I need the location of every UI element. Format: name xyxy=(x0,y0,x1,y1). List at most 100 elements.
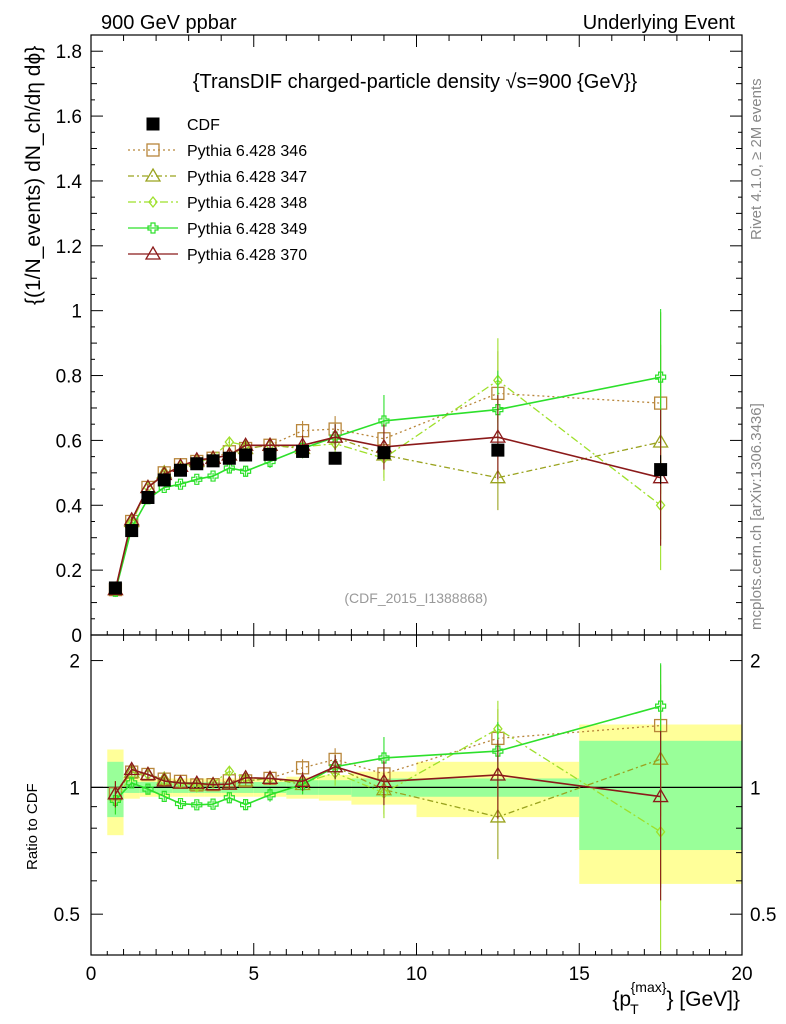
ratio-point xyxy=(223,792,235,804)
legend-item-3: Pythia 6.428 348 xyxy=(128,195,307,212)
rivet-label: Rivet 4.1.0, ≥ 2M events xyxy=(748,78,765,240)
legend-marker xyxy=(144,245,162,260)
y-tick-label: 0.4 xyxy=(56,496,83,517)
series-point xyxy=(207,470,219,482)
y-tick-label: 1.8 xyxy=(56,42,82,63)
series-point xyxy=(378,415,390,427)
ratio-y-tick-label-right: 1 xyxy=(750,778,761,799)
legend-marker xyxy=(148,195,158,209)
cdf-point xyxy=(141,490,155,504)
mcplots-label: mcplots.cern.ch [arXiv:1306.3436] xyxy=(748,403,765,630)
legend-label: Pythia 6.428 349 xyxy=(187,221,307,238)
cdf-point xyxy=(157,473,171,487)
cdf-point xyxy=(491,443,505,457)
series-5 xyxy=(107,395,669,596)
ratio-y-tick-label-right: 0.5 xyxy=(750,905,776,926)
ratio-point xyxy=(326,758,344,773)
cdf-point xyxy=(108,581,122,595)
y-tick-label: 1.6 xyxy=(56,107,82,128)
y-tick-label: 1.4 xyxy=(56,172,83,193)
watermark: (CDF_2015_I1388868) xyxy=(344,590,487,606)
ratio-point xyxy=(264,789,276,801)
ratio-point xyxy=(294,773,311,787)
series-line xyxy=(114,379,662,592)
ratio-point xyxy=(156,772,173,787)
legend-marker xyxy=(144,167,162,182)
legend-item-1: Pythia 6.428 346 xyxy=(128,143,307,160)
y-tick-label: 1.2 xyxy=(56,237,82,258)
y-axis-label: {(1/N_events) dN_ch/dη dϕ} xyxy=(22,46,45,305)
ratio-point xyxy=(158,790,170,802)
series-point xyxy=(489,469,507,484)
series-point xyxy=(223,462,235,474)
x-axis-label: {pT{max}} [GeV]} xyxy=(612,979,740,1017)
legend-marker xyxy=(146,117,160,131)
legend-item-5: Pythia 6.428 370 xyxy=(128,245,307,264)
x-tick-label: 10 xyxy=(406,964,427,985)
series-point xyxy=(240,465,252,477)
x-tick-label: 20 xyxy=(731,964,752,985)
y-tick-label: 1 xyxy=(71,302,82,323)
ratio-series-5 xyxy=(107,730,669,901)
ratio-y-tick-label: 1 xyxy=(69,778,80,799)
header-right: Underlying Event xyxy=(583,12,736,34)
ratio-y-label: Ratio to CDF xyxy=(24,783,41,870)
legend: CDF Pythia 6.428 346 Pythia 6.428 347 Pythi… xyxy=(128,117,307,264)
ratio-point xyxy=(261,770,279,785)
ratio-point xyxy=(174,797,187,810)
cdf-point xyxy=(206,454,220,468)
cdf-point xyxy=(296,444,310,458)
legend-label: Pythia 6.428 346 xyxy=(187,143,307,160)
axes-layer: 0 5 10 15 20 0 0.2 0.4 0.6 0.8 1 1.2 1.4 1.6 1.8 0.5 0.5… xyxy=(54,34,776,985)
legend-label: Pythia 6.428 370 xyxy=(187,247,307,264)
ratio-y-tick-label: 0.5 xyxy=(54,905,80,926)
legend-label: Pythia 6.428 348 xyxy=(187,195,307,212)
ratio-y-tick-label-right: 2 xyxy=(750,652,761,673)
legend-item-cdf: CDF xyxy=(146,117,220,134)
y-tick-label: 0.2 xyxy=(56,561,82,582)
cdf-point xyxy=(222,451,236,465)
cdf-point xyxy=(190,457,204,471)
cdf-point xyxy=(239,448,253,462)
ratio-point xyxy=(489,766,507,781)
y-axis-label-text: {(1/N_events) dN_ch/dη dϕ} xyxy=(22,46,45,305)
legend-item-2: Pythia 6.428 347 xyxy=(128,167,307,186)
series-point xyxy=(191,473,203,485)
legend-marker xyxy=(147,222,159,234)
cdf-point xyxy=(328,451,342,465)
legend-marker xyxy=(146,143,160,157)
y-tick-label: 0.8 xyxy=(56,367,82,388)
cdf-point xyxy=(377,446,391,460)
ratio-point xyxy=(489,808,507,823)
legend-label: Pythia 6.428 347 xyxy=(187,169,307,186)
y-tick-label: 0.6 xyxy=(56,431,82,452)
ratio-point xyxy=(221,775,238,790)
ratio-point xyxy=(123,761,140,776)
series-point xyxy=(655,371,667,383)
cdf-point xyxy=(174,463,188,477)
ratio-point xyxy=(126,777,138,789)
y-tick-label: 0 xyxy=(71,626,82,647)
series-point xyxy=(492,403,504,416)
ratio-y-tick-label: 2 xyxy=(69,652,80,673)
ratio-point xyxy=(492,745,504,757)
series-point xyxy=(326,428,344,443)
series-layer xyxy=(107,309,669,951)
ratio-point xyxy=(204,776,222,791)
series-point xyxy=(489,428,507,443)
ratio-point xyxy=(188,774,205,789)
cdf-point xyxy=(125,524,139,538)
ratio-point xyxy=(172,774,189,789)
ratio-point xyxy=(652,788,669,803)
cdf-point xyxy=(263,447,277,461)
cdf-series xyxy=(108,443,668,595)
x-tick-label: 0 xyxy=(86,964,97,985)
ratio-point xyxy=(378,752,390,764)
chart-title: {TransDIF charged-particle density √s=90… xyxy=(193,71,638,93)
legend-label: CDF xyxy=(187,117,220,134)
x-tick-label: 5 xyxy=(248,964,259,985)
ratio-point xyxy=(240,799,252,811)
series-point xyxy=(174,478,187,490)
ratio-point xyxy=(237,769,254,784)
